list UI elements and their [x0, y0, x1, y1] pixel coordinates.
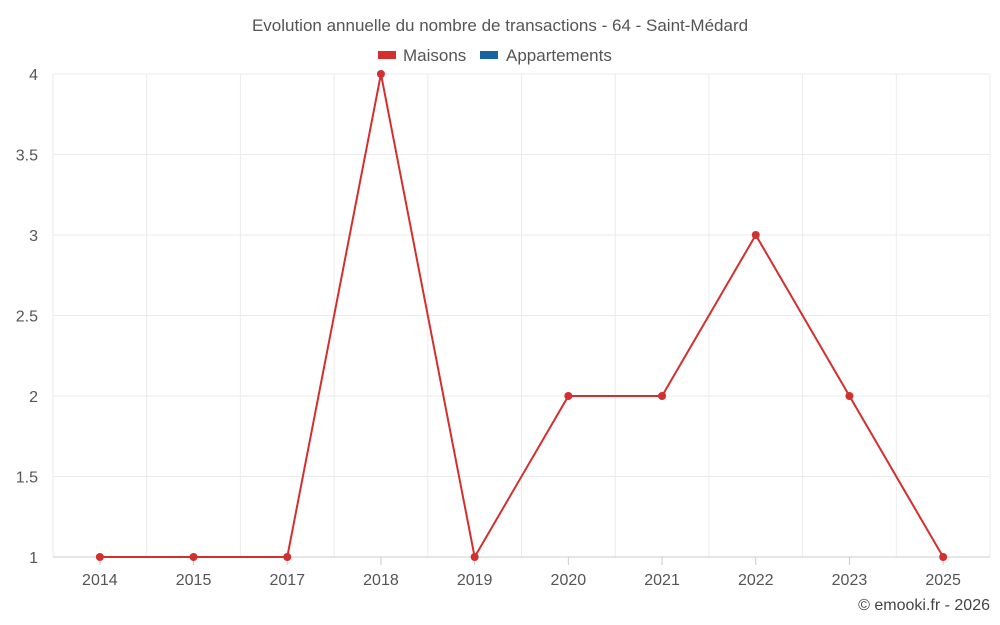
y-axis: 1 1.5 2 2.5 3 3.5 4	[16, 67, 38, 567]
legend-label-appartements: Appartements	[506, 46, 612, 65]
y-tick-label: 1	[29, 550, 38, 567]
data-point-maisons[interactable]	[283, 553, 292, 561]
credit-text: © emooki.fr - 2026	[858, 597, 990, 614]
legend[interactable]: Maisons Appartements	[378, 46, 612, 65]
x-tick-label: 2023	[832, 572, 868, 589]
data-point-maisons[interactable]	[189, 553, 198, 561]
x-tick-label: 2021	[644, 572, 680, 589]
x-tick-label: 2020	[551, 572, 587, 589]
x-tick-label: 2015	[176, 572, 212, 589]
y-tick-label: 3	[29, 228, 38, 245]
grid	[52, 73, 991, 557]
y-tick-label: 3.5	[16, 148, 38, 165]
series-layer	[95, 70, 948, 561]
data-point-maisons[interactable]	[939, 553, 948, 561]
legend-item-appartements[interactable]: Appartements	[480, 46, 612, 65]
legend-swatch-maisons	[378, 51, 396, 59]
y-tick-label: 2	[29, 389, 38, 406]
y-tick-label: 4	[29, 67, 38, 84]
data-point-maisons[interactable]	[751, 231, 760, 239]
data-point-maisons[interactable]	[564, 392, 573, 400]
chart-title: Evolution annuelle du nombre de transact…	[252, 16, 748, 35]
legend-swatch-appartements	[480, 51, 498, 59]
y-tick-label: 1.5	[16, 470, 38, 487]
x-tick-label: 2018	[363, 572, 399, 589]
x-tick-label: 2025	[925, 572, 961, 589]
data-point-maisons[interactable]	[376, 70, 385, 78]
x-tick-label: 2022	[738, 572, 774, 589]
data-point-maisons[interactable]	[658, 392, 667, 400]
x-axis: 2014 2015 2017 2018 2019 2020 2021 2022 2023 2025	[53, 556, 990, 589]
series-line-maisons	[99, 73, 945, 558]
data-point-maisons[interactable]	[845, 392, 854, 400]
x-tick-label: 2017	[269, 572, 305, 589]
x-tick-label: 2019	[457, 572, 493, 589]
data-point-maisons[interactable]	[95, 553, 104, 561]
data-point-maisons[interactable]	[470, 553, 479, 561]
y-tick-label: 2.5	[16, 309, 38, 326]
x-tick-label: 2014	[82, 572, 118, 589]
legend-label-maisons: Maisons	[403, 46, 466, 65]
legend-item-maisons[interactable]: Maisons	[378, 46, 466, 65]
